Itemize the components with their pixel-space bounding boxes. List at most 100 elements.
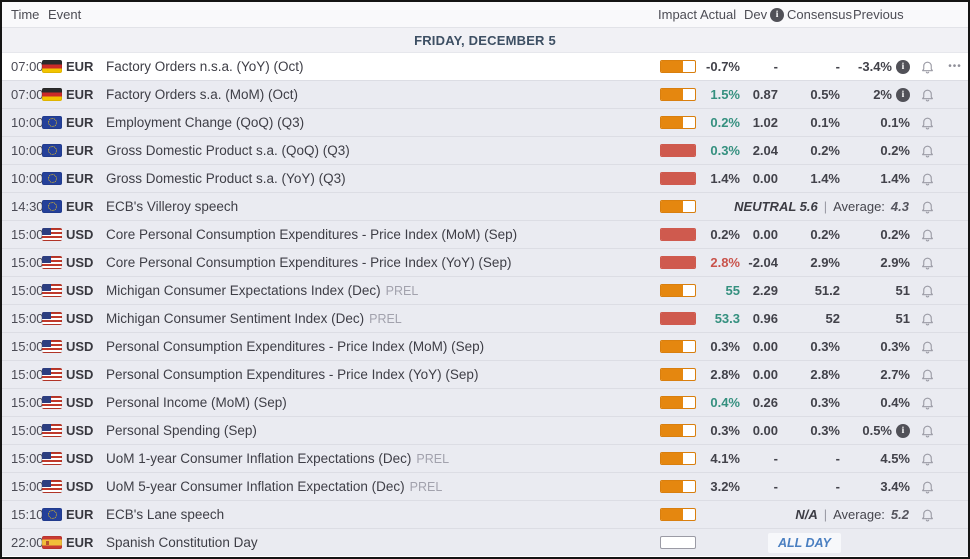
previous-info-icon[interactable]: i [896, 59, 910, 74]
previous-value: 51 [895, 311, 910, 326]
event-row[interactable]: 14:30 EUR ECB's Villeroy speech NEUTRAL … [2, 192, 968, 220]
bell-icon[interactable] [920, 479, 935, 494]
impact-cell [658, 312, 700, 325]
bell-icon[interactable] [920, 507, 935, 522]
bell-icon[interactable] [920, 87, 935, 102]
event-time: 10:00 [11, 171, 44, 186]
flag-cell [42, 228, 66, 241]
previous-value: 2.9% [880, 255, 910, 270]
bell-icon[interactable] [920, 199, 935, 214]
impact-bar-fill [661, 145, 695, 156]
event-name-text: Gross Domestic Product s.a. (YoY) (Q3) [106, 171, 346, 186]
dev-info-icon[interactable]: i [770, 7, 785, 22]
previous-cell: 0.2% [840, 143, 912, 158]
currency-code: USD [66, 479, 94, 494]
event-name[interactable]: Core Personal Consumption Expenditures -… [100, 255, 658, 270]
event-name[interactable]: Personal Consumption Expenditures - Pric… [100, 339, 658, 354]
currency-code: USD [66, 255, 94, 270]
event-row[interactable]: 10:00 EUR Gross Domestic Product s.a. (Q… [2, 136, 968, 164]
event-row[interactable]: 15:00 USD Michigan Consumer Expectations… [2, 276, 968, 304]
flag-cell [42, 312, 66, 325]
bell-icon[interactable] [920, 227, 935, 242]
date-banner: FRIDAY, DECEMBER 5 [2, 28, 968, 52]
impact-bar [660, 172, 696, 185]
event-row[interactable]: 15:00 USD Personal Consumption Expenditu… [2, 360, 968, 388]
bell-icon[interactable] [920, 143, 935, 158]
bell-icon[interactable] [920, 395, 935, 410]
actual-value: 2.8% [710, 255, 740, 270]
event-name[interactable]: ECB's Lane speech [100, 507, 658, 522]
deviation-value: 0.00 [752, 423, 778, 438]
impact-cell [658, 256, 700, 269]
bell-icon[interactable] [920, 283, 935, 298]
impact-cell [658, 368, 700, 381]
deviation-value: 0.26 [752, 395, 778, 410]
bell-icon[interactable] [920, 255, 935, 270]
bell-icon[interactable] [920, 423, 935, 438]
row-options-menu[interactable]: ••• [948, 61, 962, 72]
alert-cell [912, 311, 942, 326]
impact-cell [658, 116, 700, 129]
currency-code: USD [66, 311, 94, 326]
alert-cell [912, 283, 942, 298]
previous-cell: 1.4% [840, 171, 912, 186]
event-row[interactable]: 07:00 EUR Factory Orders s.a. (MoM) (Oct… [2, 80, 968, 108]
event-name[interactable]: Michigan Consumer Sentiment Index (Dec) P… [100, 311, 658, 326]
column-header-dev-label: Dev [744, 7, 768, 22]
event-name[interactable]: Personal Spending (Sep) [100, 423, 658, 438]
event-row[interactable]: 10:00 EUR Gross Domestic Product s.a. (Y… [2, 164, 968, 192]
event-row[interactable]: 15:00 USD Core Personal Consumption Expe… [2, 220, 968, 248]
event-row[interactable]: 15:00 USD Michigan Consumer Sentiment In… [2, 304, 968, 332]
event-name[interactable]: Factory Orders s.a. (MoM) (Oct) [100, 87, 658, 102]
event-name[interactable]: Factory Orders n.s.a. (YoY) (Oct) [100, 59, 658, 74]
event-time: 15:00 [11, 227, 44, 242]
event-row[interactable]: 15:10 EUR ECB's Lane speech N/A | Averag… [2, 500, 968, 528]
event-name[interactable]: Personal Income (MoM) (Sep) [100, 395, 658, 410]
bell-icon[interactable] [920, 367, 935, 382]
previous-info-icon[interactable]: i [896, 423, 910, 438]
event-name[interactable]: Michigan Consumer Expectations Index (De… [100, 283, 658, 298]
event-row[interactable]: 15:00 USD Personal Spending (Sep) 0.3% 0… [2, 416, 968, 444]
event-name[interactable]: Gross Domestic Product s.a. (YoY) (Q3) [100, 171, 658, 186]
event-name[interactable]: Gross Domestic Product s.a. (QoQ) (Q3) [100, 143, 658, 158]
bell-icon[interactable] [920, 451, 935, 466]
event-name[interactable]: ECB's Villeroy speech [100, 199, 658, 214]
event-name[interactable]: Spanish Constitution Day [100, 535, 658, 550]
event-row[interactable]: 15:00 USD Core Personal Consumption Expe… [2, 248, 968, 276]
event-time: 07:00 [11, 59, 44, 74]
event-name[interactable]: Employment Change (QoQ) (Q3) [100, 115, 658, 130]
flag-cell [42, 340, 66, 353]
previous-info-icon[interactable]: i [896, 87, 910, 102]
bell-icon[interactable] [920, 311, 935, 326]
event-time: 15:00 [11, 395, 44, 410]
event-row[interactable]: 22:00 EUR Spanish Constitution Day ALL D… [2, 528, 968, 556]
event-name[interactable]: Personal Consumption Expenditures - Pric… [100, 367, 658, 382]
previous-value: -3.4% [858, 59, 892, 74]
event-row[interactable]: 10:00 EUR Employment Change (QoQ) (Q3) 0… [2, 108, 968, 136]
event-name[interactable]: UoM 1-year Consumer Inflation Expectatio… [100, 451, 658, 466]
event-name[interactable]: UoM 5-year Consumer Inflation Expectatio… [100, 479, 658, 494]
flag-cell [42, 452, 66, 465]
currency-code: EUR [66, 115, 94, 130]
bell-icon[interactable] [920, 339, 935, 354]
currency-code: USD [66, 283, 94, 298]
bell-icon[interactable] [920, 115, 935, 130]
flag-european-union-icon [42, 144, 62, 157]
event-row[interactable]: 15:00 USD UoM 5-year Consumer Inflation … [2, 472, 968, 500]
event-row[interactable]: 07:00 EUR Factory Orders n.s.a. (YoY) (O… [2, 52, 968, 80]
impact-bar-fill [661, 173, 695, 184]
impact-bar-fill [661, 89, 683, 100]
alert-cell [912, 115, 942, 130]
impact-cell [658, 144, 700, 157]
deviation-value: 0.87 [752, 87, 778, 102]
impact-cell [658, 172, 700, 185]
flag-united-states-icon [42, 284, 62, 297]
bell-icon[interactable] [920, 171, 935, 186]
event-row[interactable]: 15:00 USD UoM 1-year Consumer Inflation … [2, 444, 968, 472]
event-row[interactable]: 15:00 USD Personal Income (MoM) (Sep) 0.… [2, 388, 968, 416]
event-name[interactable]: Core Personal Consumption Expenditures -… [100, 227, 658, 242]
event-time: 10:00 [11, 115, 44, 130]
event-row[interactable]: 15:00 USD Personal Consumption Expenditu… [2, 332, 968, 360]
bell-icon[interactable] [920, 59, 935, 74]
event-time: 14:30 [11, 199, 44, 214]
